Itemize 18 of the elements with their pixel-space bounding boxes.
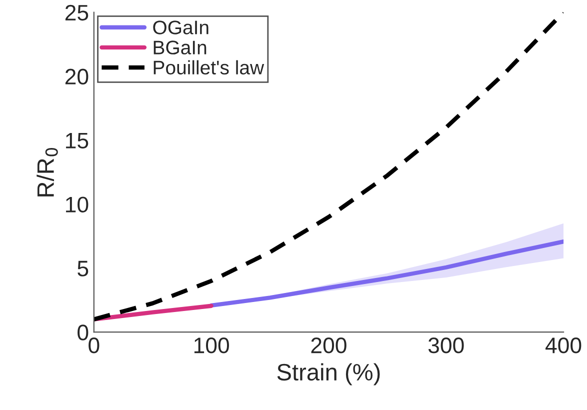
y-tick-label: 10 xyxy=(66,196,88,212)
y-axis-title: R/R$_{0}$ xyxy=(36,148,58,196)
y-tick-label: 20 xyxy=(65,68,88,85)
y-tick-label: 25 xyxy=(65,4,88,21)
x-tick-label: 100 xyxy=(194,338,229,354)
x-axis-title: Strain (%) xyxy=(277,363,380,386)
y-tick-label: 15 xyxy=(66,132,88,148)
legend-label: BGaIn xyxy=(154,40,206,54)
legend-label: OGaIn xyxy=(153,20,208,34)
line-series xyxy=(209,239,564,308)
x-tick-label: 300 xyxy=(428,338,464,354)
x-tick-label: 200 xyxy=(311,338,346,354)
y-tick-label: 5 xyxy=(78,260,88,276)
x-tick-label: 0 xyxy=(88,338,100,354)
x-tick-label: 400 xyxy=(545,338,582,354)
line-series xyxy=(94,12,564,322)
y-tick-label: 0 xyxy=(78,324,88,340)
legend-label: Pouillet's law xyxy=(154,60,264,74)
